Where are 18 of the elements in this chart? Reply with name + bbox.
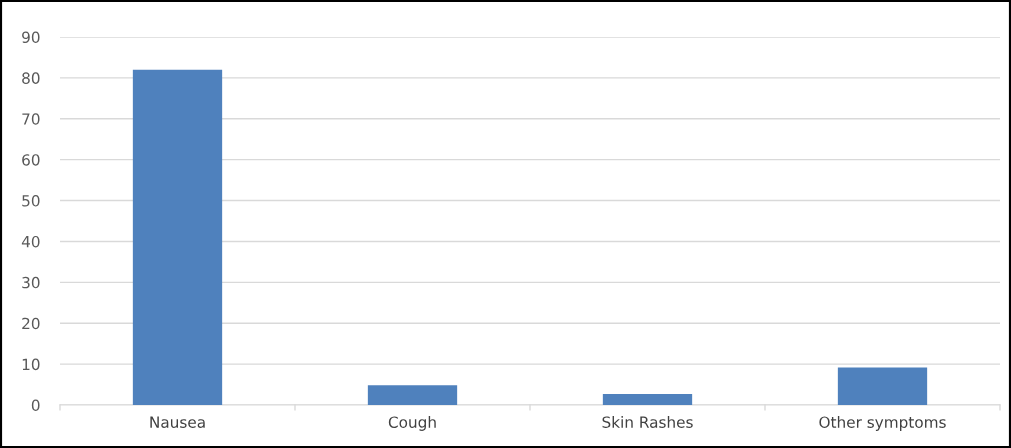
y-tick-label: 60 xyxy=(22,154,40,166)
x-tick-label: Cough xyxy=(388,416,436,431)
x-tick-label: Skin Rashes xyxy=(602,416,693,428)
y-tick-label: 70 xyxy=(22,113,40,125)
bar xyxy=(602,393,693,405)
y-tick-label: 90 xyxy=(22,31,40,44)
y-tick-label: 20 xyxy=(22,317,40,330)
bar xyxy=(367,385,458,405)
bar xyxy=(837,367,928,405)
y-tick-label: 0 xyxy=(31,399,40,412)
x-tick-label: Other symptoms xyxy=(819,416,946,431)
y-tick-label: 10 xyxy=(22,358,40,371)
y-tick-label: 40 xyxy=(21,235,40,248)
y-tick-label: 80 xyxy=(22,72,40,84)
bar xyxy=(132,69,223,405)
x-tick-label: Nausea xyxy=(150,416,205,428)
y-tick-label: 30 xyxy=(22,276,40,289)
y-tick-label: 50 xyxy=(22,195,40,207)
